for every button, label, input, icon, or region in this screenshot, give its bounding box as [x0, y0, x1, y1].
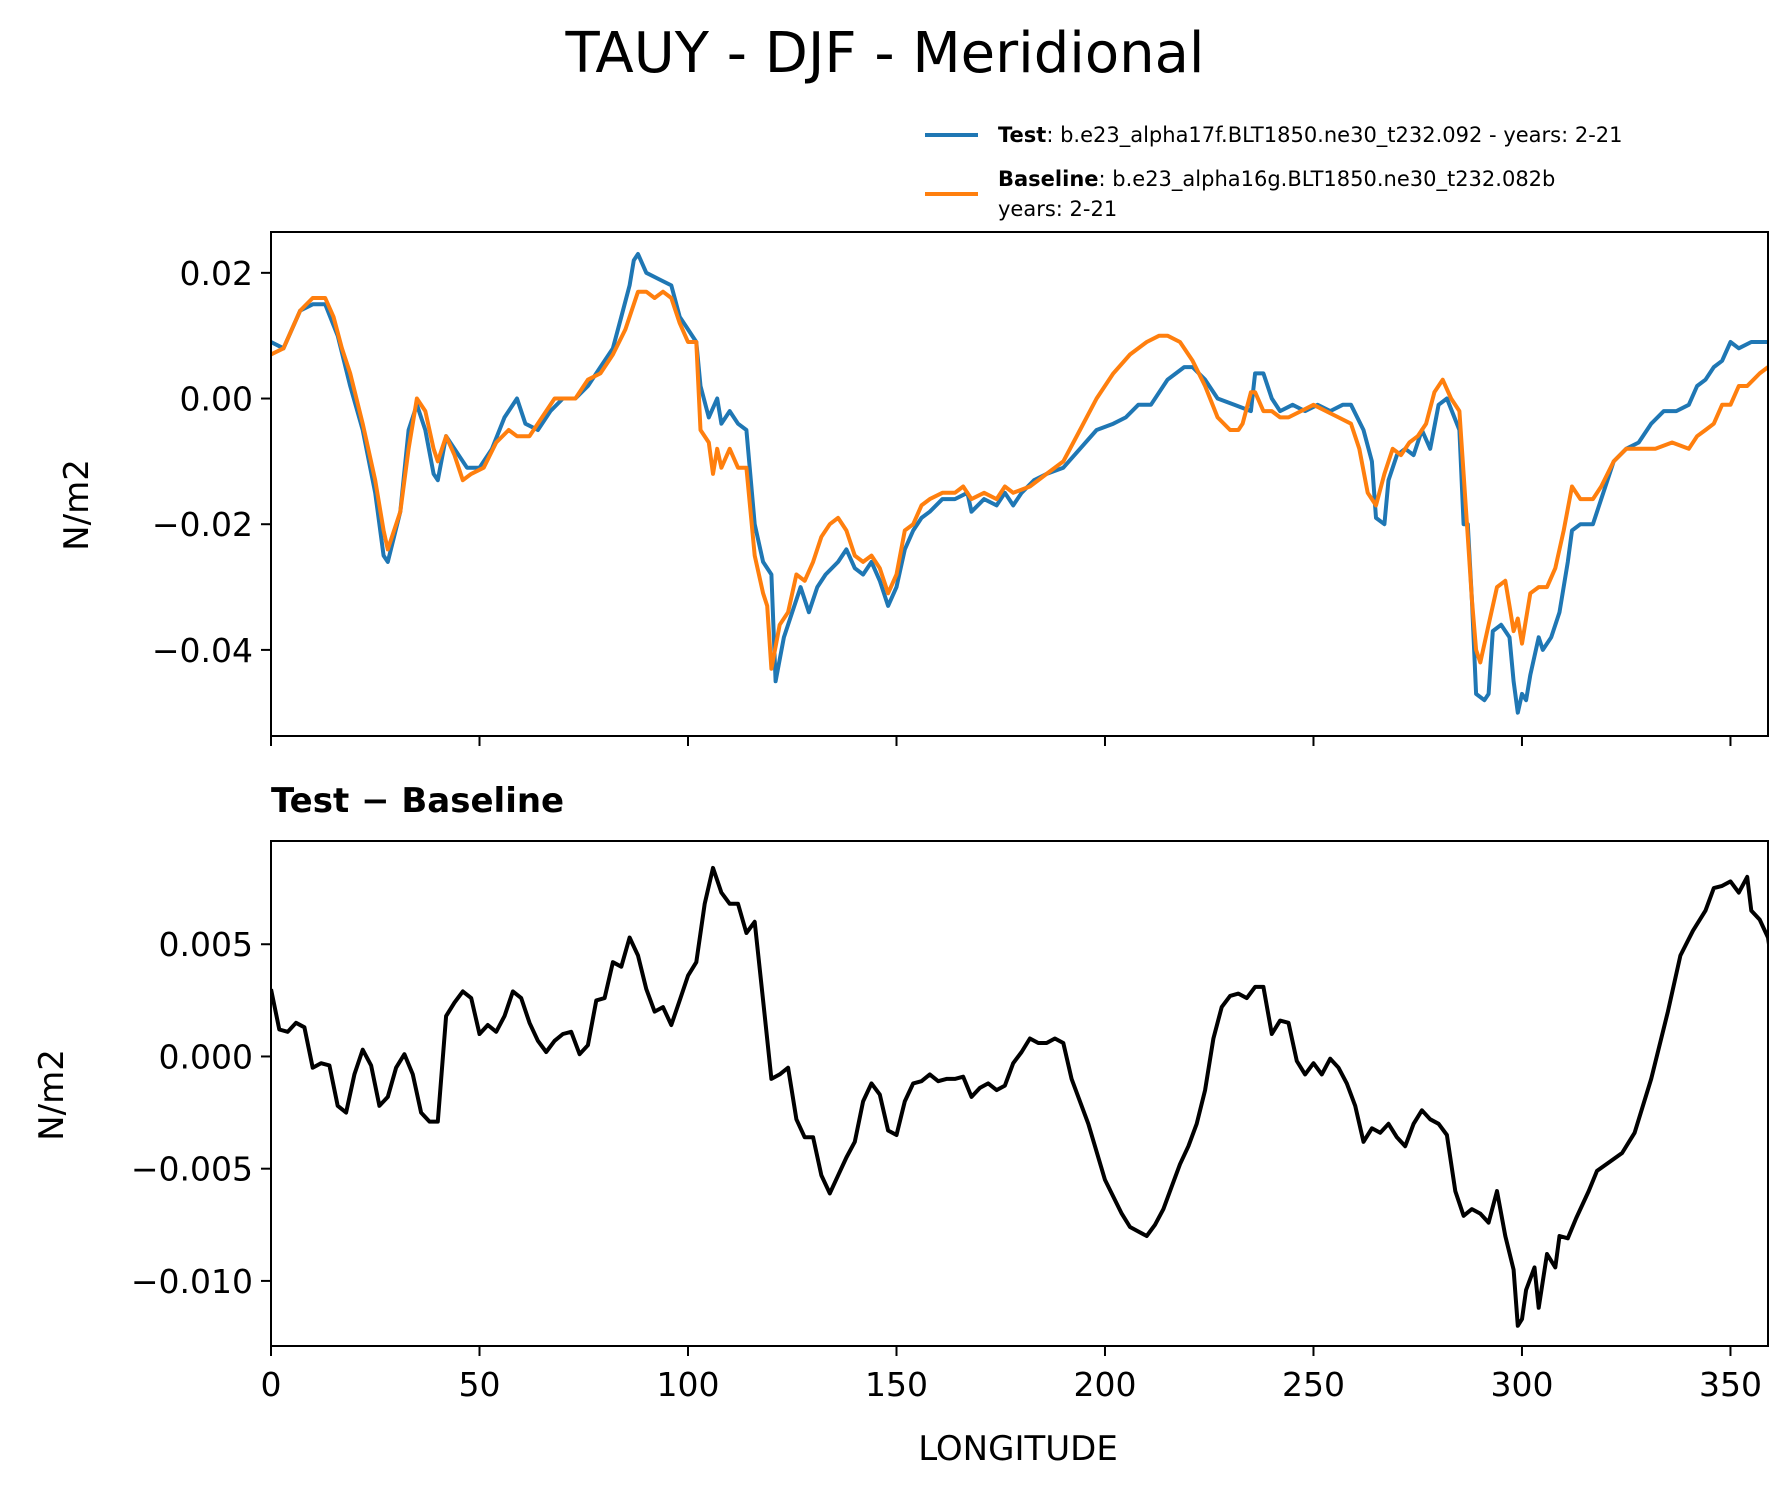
legend-test-desc: : b.e23_alpha17f.BLT1850.ne30_t232.092 -… [1046, 123, 1622, 148]
figure-title: TAUY - DJF - Meridional [565, 21, 1205, 86]
top-panel-ylabel: N/m2 [57, 459, 97, 551]
bottom-panel-yticks: 0.005 0.000 −0.005 −0.010 [131, 925, 271, 1301]
bottom-panel-ylabel: N/m2 [32, 1049, 72, 1141]
y-tick-label: 0.00 [180, 380, 253, 419]
top-panel-yticks: 0.02 0.00 −0.02 −0.04 [152, 254, 271, 670]
y-tick-label: −0.02 [152, 505, 253, 544]
top-panel-lines [271, 252, 1768, 715]
bottom-panel: 0.005 0.000 −0.005 −0.010 0 50 100 150 200 250 30… [32, 781, 1769, 1469]
series-line-baseline [271, 289, 1768, 671]
legend-baseline-name: Baseline [998, 167, 1099, 191]
series-line-diff [271, 865, 1768, 1328]
svg-text:Baseline: b.e23_alpha16g.BLT18: Baseline: b.e23_alpha16g.BLT1850.ne30_t2… [998, 167, 1555, 192]
x-tick-label: 350 [1699, 1365, 1762, 1404]
x-tick-label: 250 [1282, 1365, 1345, 1404]
legend-test-name: Test [998, 123, 1046, 147]
series-line-test [271, 252, 1768, 715]
y-tick-label: 0.000 [159, 1037, 253, 1076]
x-tick-label: 300 [1490, 1365, 1553, 1404]
legend: Test: b.e23_alpha17f.BLT1850.ne30_t232.0… [925, 123, 1623, 221]
x-tick-label: 100 [656, 1365, 719, 1404]
legend-baseline-desc: : b.e23_alpha16g.BLT1850.ne30_t232.082b [1099, 167, 1556, 192]
x-tick-label: 0 [261, 1365, 282, 1404]
top-panel-frame [270, 231, 1769, 737]
legend-baseline-years: years: 2-21 [998, 197, 1117, 221]
bottom-panel-title: Test − Baseline [271, 781, 564, 821]
bottom-panel-xlabel: LONGITUDE [918, 1429, 1118, 1469]
bottom-panel-lines [271, 865, 1768, 1328]
x-tick-label: 200 [1073, 1365, 1136, 1404]
x-tick-label: 150 [865, 1365, 928, 1404]
y-tick-label: −0.005 [131, 1150, 253, 1189]
top-panel-xticks [270, 736, 1732, 746]
bottom-panel-frame [270, 840, 1769, 1347]
svg-text:Test: b.e23_alpha17f.BLT1850.n: Test: b.e23_alpha17f.BLT1850.ne30_t232.0… [998, 123, 1623, 148]
y-tick-label: −0.04 [152, 631, 253, 670]
x-tick-label: 50 [458, 1365, 500, 1404]
y-tick-label: −0.010 [131, 1262, 253, 1301]
y-tick-label: 0.02 [180, 254, 253, 293]
top-panel: 0.02 0.00 −0.02 −0.04 N/m2 [57, 231, 1769, 746]
y-tick-label: 0.005 [159, 925, 253, 964]
bottom-panel-xticks: 0 50 100 150 200 250 300 350 [261, 1346, 1762, 1404]
